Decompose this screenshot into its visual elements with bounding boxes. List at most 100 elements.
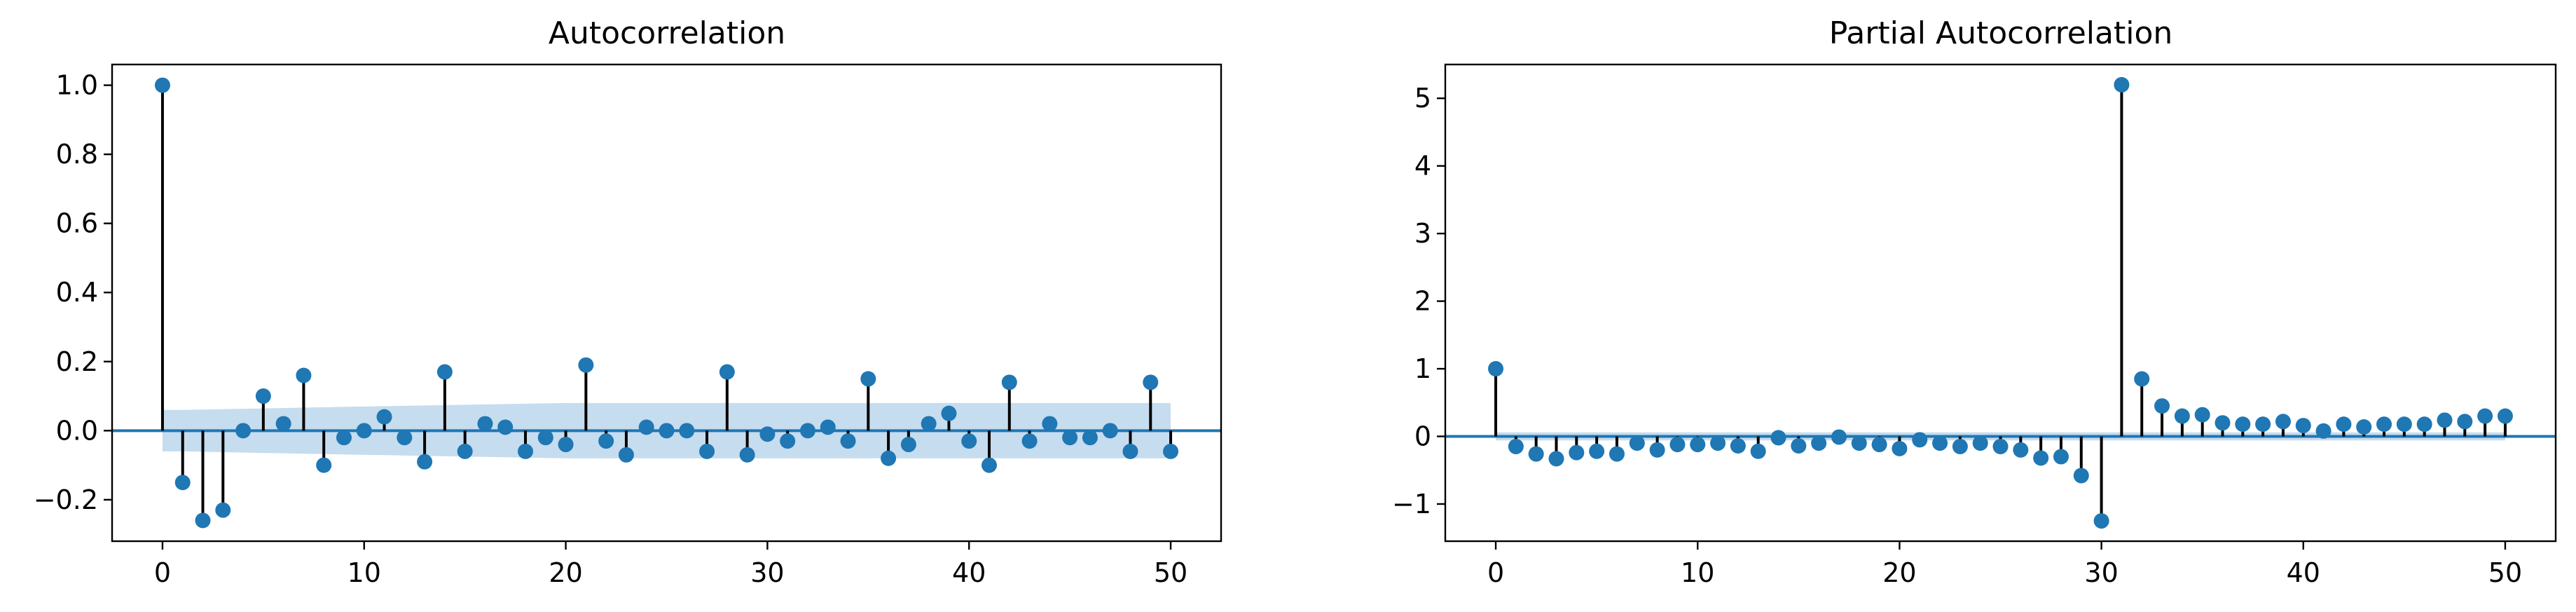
- pacf-point-lag-45: [2396, 416, 2412, 433]
- pacf-point-lag-9: [1669, 437, 1686, 453]
- pacf-point-lag-40: [2295, 418, 2311, 434]
- pacf-x-axis: 0 10 20 30 40 50: [1487, 541, 2522, 588]
- pacf-xtick-label: 40: [2287, 557, 2320, 588]
- pacf-point-lag-17: [1831, 429, 1847, 445]
- acf-point-lag-14: [436, 364, 453, 380]
- acf-point-lag-6: [275, 416, 291, 432]
- pacf-point-lag-47: [2437, 412, 2453, 428]
- acf-panel: Autocorrelation 0 10 20 30 40 50 −0.2 0.0 0.2 0.…: [34, 15, 1222, 588]
- pacf-point-lag-24: [1972, 435, 1988, 451]
- acf-point-lag-1: [174, 475, 191, 491]
- pacf-point-lag-11: [1710, 435, 1726, 451]
- acf-point-lag-19: [537, 430, 553, 446]
- pacf-point-lag-26: [2013, 442, 2029, 458]
- acf-point-lag-41: [982, 457, 998, 473]
- acf-point-lag-47: [1102, 423, 1118, 439]
- acf-point-lag-16: [477, 416, 493, 432]
- pacf-point-lag-15: [1791, 438, 1807, 454]
- pacf-point-lag-31: [2114, 76, 2130, 93]
- pacf-point-lag-19: [1871, 437, 1887, 453]
- acf-point-lag-11: [376, 409, 392, 425]
- acf-point-lag-34: [840, 433, 856, 449]
- acf-point-lag-13: [417, 454, 433, 470]
- acf-ytick-label: 0.0: [56, 415, 98, 446]
- acf-point-lag-37: [900, 437, 916, 453]
- acf-point-lag-42: [1001, 374, 1017, 390]
- acf-xtick-label: 0: [154, 557, 171, 588]
- acf-point-lag-17: [497, 419, 514, 435]
- acf-point-lag-45: [1062, 430, 1078, 446]
- pacf-point-lag-38: [2255, 416, 2271, 433]
- pacf-point-lag-5: [1589, 443, 1605, 459]
- acf-point-lag-30: [759, 426, 776, 442]
- acf-point-lag-28: [719, 364, 735, 380]
- pacf-ytick-label: 2: [1414, 286, 1431, 317]
- pacf-point-lag-22: [1932, 435, 1948, 451]
- acf-point-lag-49: [1143, 374, 1159, 390]
- pacf-ytick-label: −1: [1392, 489, 1431, 519]
- pacf-point-lag-16: [1811, 435, 1827, 451]
- acf-point-lag-40: [961, 433, 977, 449]
- pacf-ytick-label: 3: [1414, 218, 1431, 249]
- pacf-point-lag-29: [2073, 468, 2089, 484]
- pacf-ytick-label: 4: [1414, 151, 1431, 182]
- acf-plot-frame: [111, 63, 1222, 543]
- pacf-point-lag-30: [2093, 513, 2109, 529]
- acf-xtick-label: 50: [1154, 557, 1187, 588]
- acf-point-lag-4: [235, 423, 252, 439]
- acf-point-lag-29: [739, 447, 755, 463]
- pacf-point-lag-4: [1569, 444, 1585, 461]
- acf-point-lag-44: [1042, 416, 1058, 432]
- acf-point-lag-15: [457, 443, 473, 459]
- acf-point-lag-10: [356, 423, 372, 439]
- acf-point-lag-9: [336, 430, 352, 446]
- pacf-point-lag-36: [2215, 415, 2231, 431]
- pacf-point-lag-49: [2477, 408, 2493, 424]
- acf-y-axis: −0.2 0.0 0.2 0.4 0.6 0.8 1.0: [34, 70, 112, 515]
- acf-point-lag-24: [638, 419, 654, 435]
- pacf-y-axis: −1 0 1 2 3 4 5: [1392, 83, 1445, 519]
- pacf-ytick-label: 1: [1414, 353, 1431, 384]
- acf-xtick-label: 30: [750, 557, 784, 588]
- acf-ytick-label: 0.4: [56, 277, 98, 308]
- acf-ytick-label: 1.0: [56, 70, 98, 101]
- acf-point-lag-43: [1021, 433, 1038, 449]
- pacf-xtick-label: 50: [2488, 557, 2522, 588]
- pacf-point-lag-6: [1609, 446, 1625, 462]
- pacf-point-lag-23: [1952, 438, 1968, 454]
- pacf-point-lag-18: [1851, 435, 1867, 451]
- pacf-plot-frame: [1444, 63, 2557, 543]
- pacf-point-lag-50: [2497, 408, 2513, 424]
- pacf-point-lag-8: [1649, 442, 1665, 458]
- pacf-title: Partial Autocorrelation: [1829, 15, 2173, 51]
- pacf-point-lag-43: [2356, 419, 2372, 435]
- pacf-point-lag-44: [2376, 416, 2392, 433]
- pacf-point-lag-39: [2275, 414, 2291, 430]
- pacf-xtick-label: 20: [1882, 557, 1916, 588]
- acf-point-lag-22: [598, 433, 614, 449]
- acf-xtick-label: 10: [347, 557, 381, 588]
- pacf-markers: [1488, 76, 2513, 529]
- pacf-point-lag-48: [2457, 414, 2473, 430]
- pacf-point-lag-21: [1912, 432, 1928, 448]
- pacf-point-lag-7: [1629, 435, 1645, 451]
- pacf-point-lag-46: [2416, 416, 2432, 433]
- pacf-point-lag-25: [1992, 438, 2009, 454]
- acf-point-lag-18: [518, 443, 534, 459]
- acf-ytick-label: 0.8: [56, 139, 98, 170]
- pacf-point-lag-33: [2154, 398, 2170, 414]
- acf-point-lag-35: [860, 371, 876, 387]
- pacf-point-lag-0: [1488, 361, 1504, 377]
- acf-point-lag-5: [255, 388, 271, 404]
- acf-markers: [154, 77, 1179, 529]
- acf-point-lag-23: [618, 447, 634, 463]
- pacf-point-lag-28: [2053, 449, 2069, 465]
- pacf-panel: Partial Autocorrelation 0 10 20 30 40 50 −1 0 1…: [1392, 15, 2557, 588]
- pacf-point-lag-2: [1528, 446, 1544, 462]
- acf-ytick-label: 0.6: [56, 208, 98, 239]
- acf-point-lag-25: [659, 423, 675, 439]
- pacf-point-lag-13: [1750, 443, 1766, 459]
- pacf-point-lag-12: [1730, 438, 1746, 454]
- acf-point-lag-50: [1163, 443, 1179, 459]
